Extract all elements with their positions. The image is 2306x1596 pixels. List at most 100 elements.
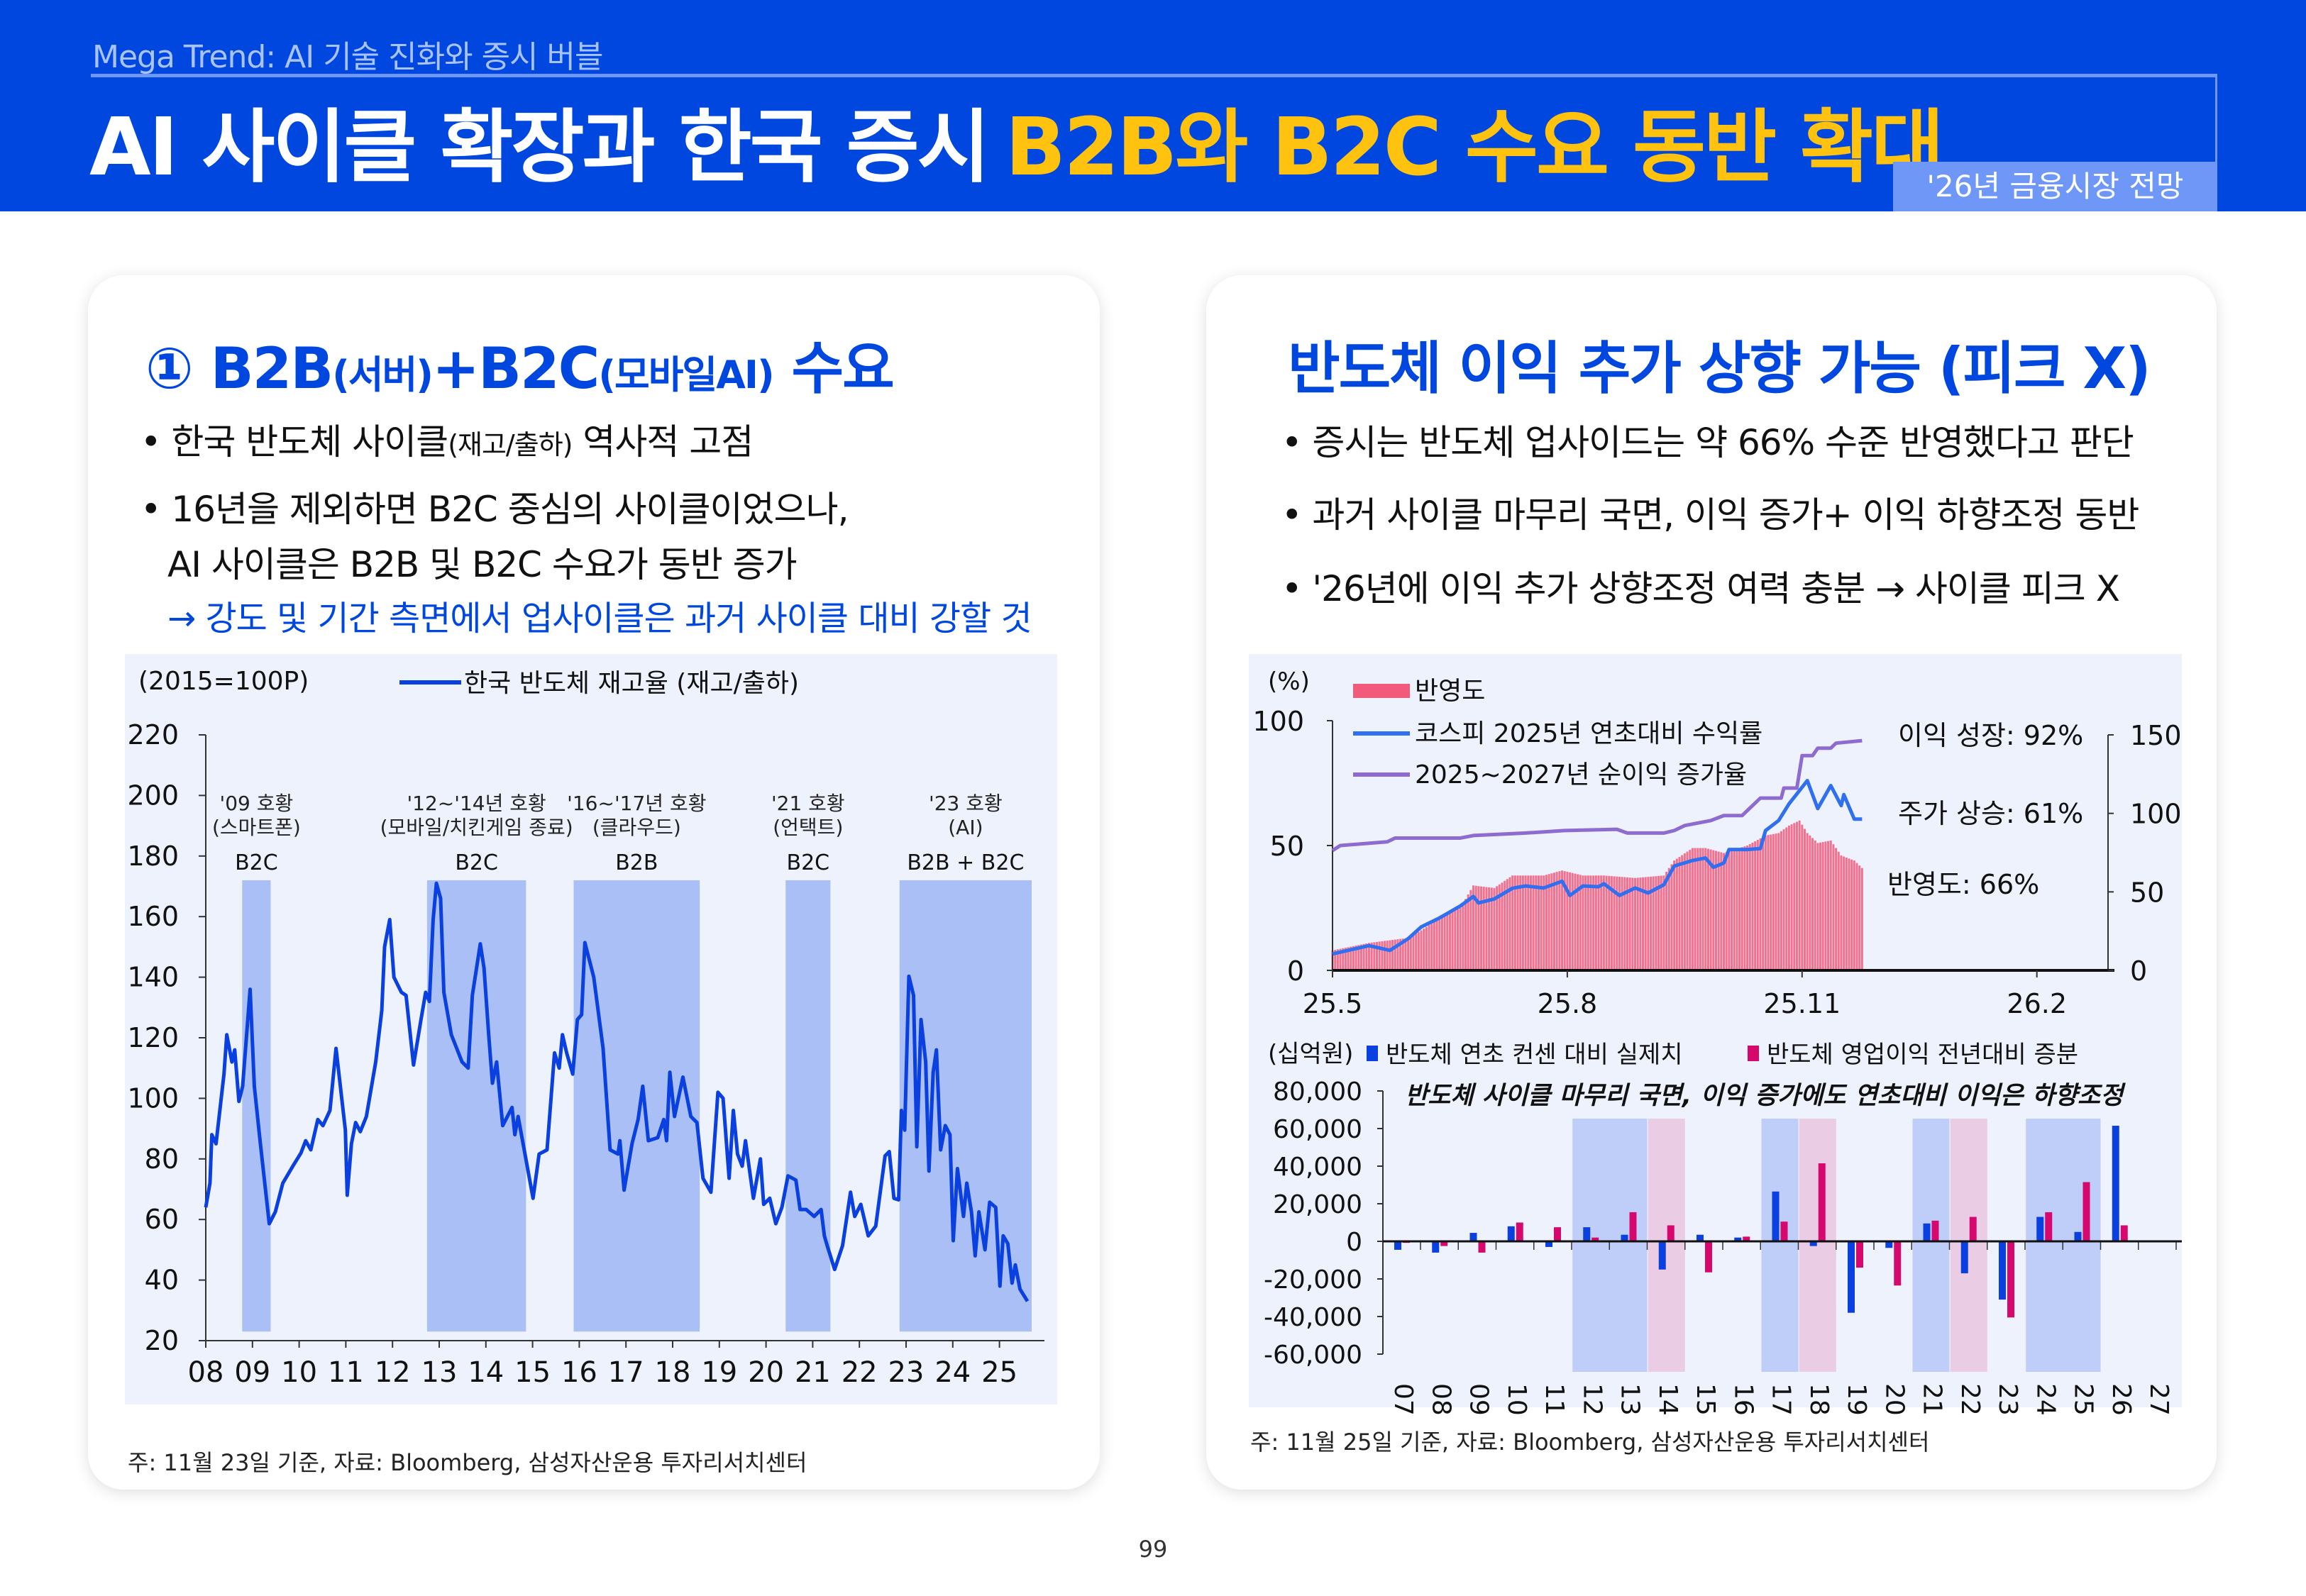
x-tick-label: 18 xyxy=(1804,1383,1833,1416)
cycle-label: '23 호황 xyxy=(929,792,1003,815)
bar-consensus-diff xyxy=(1734,1237,1742,1241)
bar-reflection xyxy=(1681,855,1684,970)
title-highlight: B2B와 B2C 수요 동반 확대 xyxy=(1005,101,1944,194)
period-shade xyxy=(1761,1119,1799,1372)
bar-consensus-diff xyxy=(1658,1241,1666,1270)
bar-reflection xyxy=(1456,909,1459,970)
bar-reflection xyxy=(1566,871,1569,970)
x-tick-label: 12 xyxy=(1577,1383,1606,1416)
unit-label: (십억원) xyxy=(1268,1040,1353,1068)
value-annotation: 반영도: 66% xyxy=(1887,869,2039,900)
bar-consensus-diff xyxy=(1885,1241,1893,1248)
bar-reflection xyxy=(1396,939,1399,970)
bar-reflection xyxy=(1631,877,1634,970)
bar-reflection xyxy=(1655,876,1657,970)
bar-consensus-diff xyxy=(1809,1241,1817,1246)
bar-reflection xyxy=(1553,872,1556,970)
x-tick-label: 11 xyxy=(328,1356,364,1389)
x-tick-label: 17 xyxy=(608,1356,644,1389)
bar-reflection xyxy=(1714,850,1717,970)
x-tick-label: 25.11 xyxy=(1763,988,1841,1019)
bar-reflection xyxy=(1723,853,1725,970)
x-tick-label: 08 xyxy=(1426,1383,1455,1416)
bar-reflection xyxy=(1704,848,1707,970)
kospi-return-line xyxy=(1332,778,1863,956)
unit-label: (2015=100P) xyxy=(138,667,309,696)
y-tick-label: -60,000 xyxy=(1264,1341,1362,1370)
page-number: 99 xyxy=(1138,1536,1168,1563)
y-tick-label: 60,000 xyxy=(1273,1115,1362,1144)
bar-yoy-increment xyxy=(1969,1217,1977,1241)
y-tick-label: 60 xyxy=(145,1204,179,1235)
bar-consensus-diff xyxy=(1923,1223,1931,1241)
bar-reflection xyxy=(1770,834,1772,970)
y-tick-label-right: 100 xyxy=(2130,799,2182,830)
bar-reflection xyxy=(1519,875,1522,970)
bar-reflection xyxy=(1816,843,1819,970)
bar-reflection xyxy=(1767,835,1770,970)
reflection-chart: 0 50 100 0 50 100 150 25.5 25.8 25.11 26.2 (%) 반영도코스… xyxy=(1252,667,2181,1019)
bar-yoy-increment xyxy=(1667,1225,1675,1241)
bar-reflection xyxy=(1670,864,1673,970)
bar-reflection xyxy=(1589,875,1592,970)
bar-reflection xyxy=(1762,836,1765,970)
bar-reflection xyxy=(1469,890,1472,970)
left-bullet-1: • 한국 반도체 사이클(재고/출하) 역사적 고점 xyxy=(140,414,754,465)
bar-yoy-increment xyxy=(2082,1182,2090,1241)
x-tick-label: 15 xyxy=(1691,1383,1720,1416)
y-tick-label: -40,000 xyxy=(1264,1303,1362,1332)
x-tick-label: 19 xyxy=(1842,1383,1871,1416)
bar-reflection xyxy=(1391,940,1394,970)
bar-reflection xyxy=(1336,949,1339,970)
bar-reflection xyxy=(1821,842,1824,970)
bar-reflection xyxy=(1582,875,1584,970)
legend-label: 2025~2027년 순이익 증가율 xyxy=(1415,760,1747,789)
bar-reflection xyxy=(1806,833,1809,970)
y-tick-label: 0 xyxy=(1346,1228,1362,1257)
bar-reflection xyxy=(1420,930,1423,970)
bar-reflection xyxy=(1803,829,1806,970)
x-tick-label: 15 xyxy=(514,1356,551,1389)
bar-reflection xyxy=(1339,948,1342,970)
y-tick-label: 160 xyxy=(127,901,179,932)
bar-reflection xyxy=(1754,841,1757,970)
bar-reflection xyxy=(1488,887,1491,970)
bar-reflection xyxy=(1480,886,1483,970)
cycle-label: '12~'14년 호황 xyxy=(407,792,546,815)
bar-reflection xyxy=(1728,851,1731,970)
bar-reflection xyxy=(1362,943,1365,970)
bar-reflection xyxy=(1840,855,1843,970)
x-tick-label: 10 xyxy=(1502,1383,1531,1416)
bar-consensus-diff xyxy=(1545,1241,1552,1247)
x-tick-label: 20 xyxy=(1880,1383,1909,1416)
bar-consensus-diff xyxy=(1772,1191,1780,1241)
bar-reflection xyxy=(1777,833,1780,970)
bar-reflection xyxy=(1381,941,1384,970)
bar-reflection xyxy=(1845,857,1848,970)
report-tag: '26년 금융시장 전망 xyxy=(1893,162,2217,211)
bar-reflection xyxy=(1493,887,1496,970)
bar-reflection xyxy=(1787,825,1790,970)
left-bullet-2-cont: AI 사이클은 B2B 및 B2C 수요가 동반 증가 xyxy=(167,544,798,585)
bar-reflection xyxy=(1824,841,1827,970)
bar-reflection xyxy=(1417,931,1420,970)
heading-part: (서버) xyxy=(332,353,434,397)
bar-reflection xyxy=(1378,941,1381,970)
left-heading: ① B2B(서버)+B2C(모바일AI) 수요 xyxy=(145,323,895,405)
y-tick-label: 80 xyxy=(145,1143,179,1175)
x-tick-label: 26.2 xyxy=(2007,988,2067,1019)
bar-reflection xyxy=(1785,827,1788,970)
header-divider xyxy=(91,74,2217,77)
legend-label: 한국 반도체 재고율 (재고/출하) xyxy=(464,669,799,698)
heading-part: 수요 xyxy=(791,336,895,401)
bar-reflection xyxy=(1579,875,1582,970)
bar-reflection xyxy=(1467,894,1469,970)
bar-consensus-diff xyxy=(1960,1241,1968,1274)
x-tick-label: 18 xyxy=(655,1356,691,1389)
bar-reflection xyxy=(1394,939,1396,970)
bar-yoy-increment xyxy=(1894,1241,1902,1286)
period-shade xyxy=(1950,1119,1987,1372)
right-footnote: 주: 11월 25일 기준, 자료: Bloomberg, 삼성자산운용 투자리… xyxy=(1250,1429,1930,1456)
bar-reflection xyxy=(1850,859,1853,970)
